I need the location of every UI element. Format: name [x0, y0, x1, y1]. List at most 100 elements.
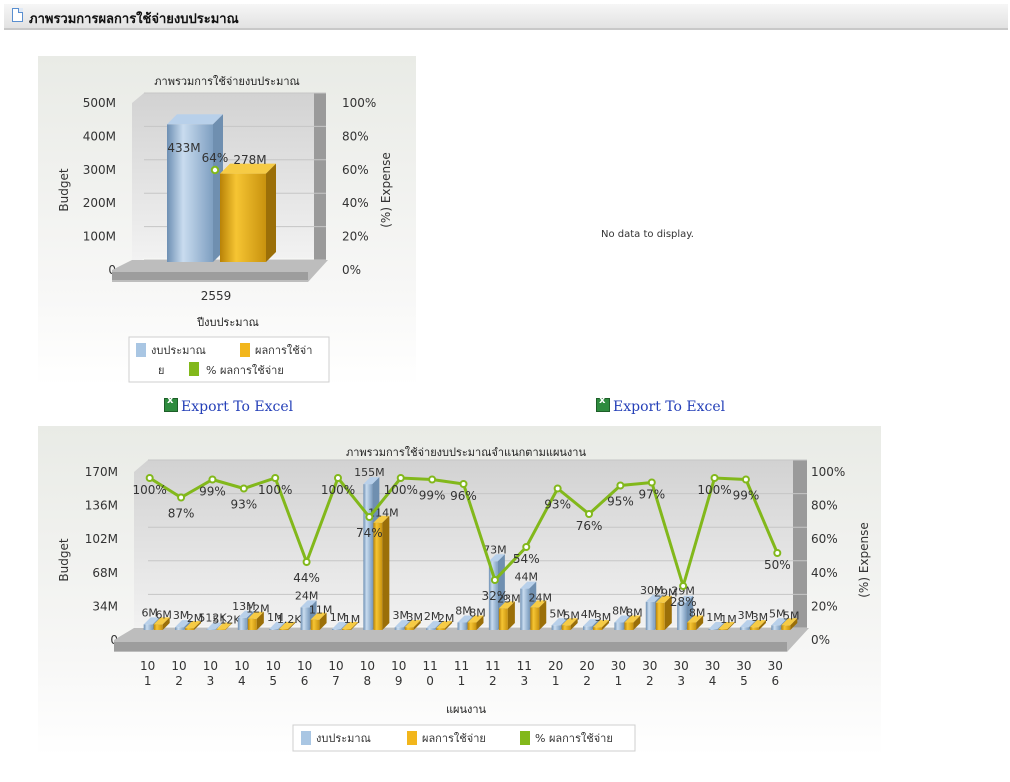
data-label: 97%	[638, 488, 665, 502]
y-tick-label: 102M	[85, 532, 118, 546]
percent-point	[647, 478, 656, 487]
data-label: 6M	[155, 608, 172, 621]
y2-tick-label: 0%	[811, 633, 830, 647]
x-tick-label: 2	[583, 674, 591, 688]
data-label: 1M	[706, 611, 723, 624]
data-label: 8M	[612, 604, 629, 617]
y-axis-label: Budget	[57, 168, 71, 211]
plan-budget-chart-svg: ภาพรวมการใช้จ่ายงบประมาณจำแนกตามแผนงาน17…	[57, 446, 871, 752]
expense-bar	[498, 601, 515, 630]
percent-point	[522, 543, 531, 551]
percent-point	[710, 474, 719, 482]
excel-icon	[164, 395, 178, 412]
export-excel-link-2[interactable]: Export To Excel	[596, 395, 725, 415]
y2-tick-label: 20%	[342, 230, 369, 244]
budget-bar	[269, 622, 286, 630]
legend-box	[292, 724, 636, 752]
data-label: 29M	[654, 587, 678, 600]
plot-floor-edge	[114, 642, 787, 651]
percent-point	[145, 474, 154, 482]
x-tick-label: 10	[234, 659, 249, 673]
expense-bar	[436, 621, 453, 630]
data-label: 8M	[689, 606, 706, 619]
data-label: 512K	[212, 614, 241, 627]
no-data-message: No data to display.	[601, 229, 694, 240]
x-tick-label: 8	[364, 674, 372, 688]
data-label: 76%	[576, 519, 603, 533]
data-label: 4M	[581, 608, 598, 621]
legend-swatch	[136, 343, 146, 357]
expense-bar	[593, 620, 610, 630]
x-tick-label: 9	[395, 674, 403, 688]
y-tick-label: 34M	[92, 599, 118, 613]
x-tick-label: 30	[736, 659, 751, 673]
budget-bar	[708, 622, 725, 630]
legend-label: งบประมาณ	[316, 732, 371, 745]
data-label: 99%	[419, 489, 446, 503]
x-tick-label: 10	[171, 659, 186, 673]
data-label: 5M	[563, 609, 580, 622]
page-header: ภาพรวมการผลการใช้จ่ายงบประมาณ	[4, 4, 1008, 30]
data-label: 93%	[230, 498, 257, 512]
percent-point	[679, 582, 688, 590]
x-tick-label: 30	[768, 659, 783, 673]
data-label: 8M	[455, 604, 472, 617]
y2-tick-label: 20%	[811, 599, 838, 613]
expense-bar	[561, 618, 578, 630]
x-tick-label: 1	[615, 674, 623, 688]
data-label: 29M	[671, 585, 695, 598]
y2-tick-label: 80%	[342, 129, 369, 143]
x-tick-label: 3	[677, 674, 685, 688]
x-tick-label: 20	[548, 659, 563, 673]
expense-bar	[624, 615, 641, 630]
y2-axis-label: (%) Expense	[379, 152, 393, 228]
data-label: 99%	[733, 489, 760, 503]
x-tick-label: 10	[360, 659, 375, 673]
data-label: 2M	[438, 612, 455, 625]
y-tick-label: 200M	[83, 196, 116, 210]
percent-point	[271, 474, 280, 482]
expense-bar	[247, 611, 264, 630]
y-tick-label: 170M	[85, 465, 118, 479]
legend-box	[128, 336, 330, 383]
x-tick-label: 11	[454, 659, 469, 673]
y-axis-label: Budget	[57, 538, 71, 581]
legend-swatch	[301, 731, 311, 745]
data-label: 24M	[529, 591, 553, 604]
y2-tick-label: 80%	[811, 499, 838, 513]
chart-title: ภาพรวมการใช้จ่ายงบประมาณจำแนกตามแผนงาน	[346, 446, 587, 459]
x-tick-label: 2	[175, 674, 183, 688]
expense-bar	[220, 163, 276, 262]
legend-label: ผลการใช้จ่า	[255, 344, 312, 357]
x-tick-label: 1	[144, 674, 152, 688]
data-label: 5M	[769, 607, 786, 620]
data-label: 11M	[309, 604, 333, 617]
data-label: 44M	[515, 571, 539, 584]
data-label: 100%	[384, 483, 418, 497]
expense-bar	[404, 620, 421, 630]
excel-icon	[596, 395, 610, 412]
data-label: 3M	[595, 611, 612, 624]
y2-tick-label: 60%	[811, 532, 838, 546]
data-label: 54%	[513, 552, 540, 566]
data-label: 155M	[354, 466, 385, 479]
legend-label: งบประมาณ	[151, 344, 206, 357]
data-label: 433M	[167, 141, 200, 155]
data-label: 100%	[258, 483, 292, 497]
budget-bar	[206, 622, 223, 630]
budget-overview-chart-svg: ภาพรวมการใช้จ่ายงบประมาณ 500M 100% 400M 80% 3…	[57, 75, 393, 383]
x-tick-label: 30	[611, 659, 626, 673]
expense-bar	[341, 622, 358, 630]
x-tick-label: 1	[552, 674, 560, 688]
data-label: 3M	[173, 609, 190, 622]
x-tick-label: 6	[771, 674, 779, 688]
legend-label: % ผลการใช้จ่าย	[535, 732, 613, 745]
legend-swatch	[407, 731, 417, 745]
x-tick-label: 30	[642, 659, 657, 673]
percent-point	[239, 484, 248, 493]
document-icon	[12, 8, 23, 22]
expense-bar	[687, 615, 704, 630]
x-tick-label: 3	[207, 674, 215, 688]
export-excel-link-1[interactable]: Export To Excel	[164, 395, 293, 415]
x-tick-label: 6	[301, 674, 309, 688]
